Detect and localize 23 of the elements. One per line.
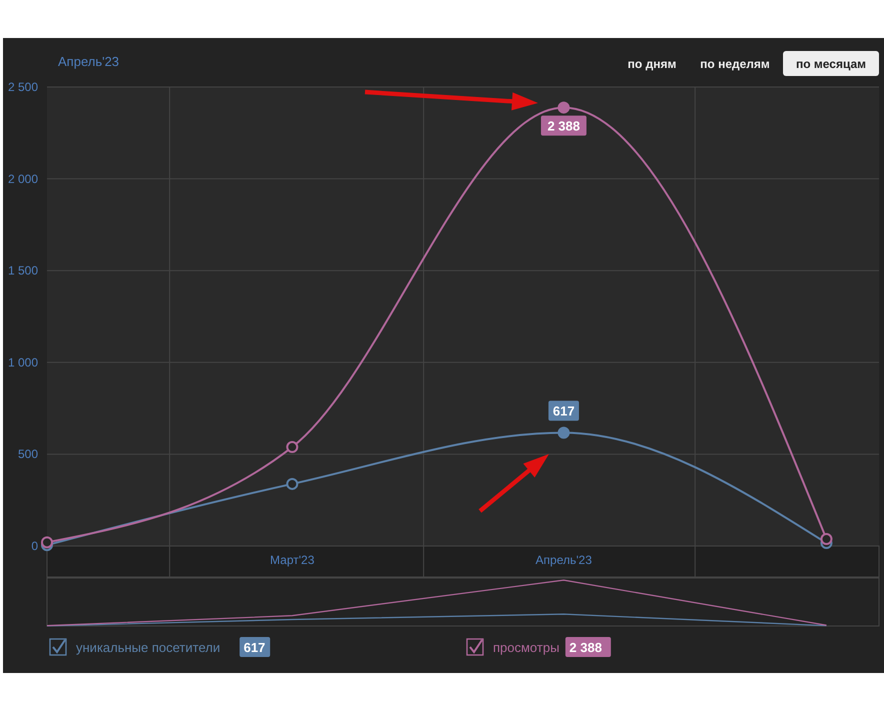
- y-tick-label: 1 500: [8, 264, 38, 278]
- point: [41, 536, 53, 548]
- text: по месяцам: [796, 57, 866, 71]
- legend-label: просмотры: [493, 640, 560, 655]
- y-tick-label: 1 000: [8, 355, 38, 370]
- point: [558, 102, 570, 114]
- y-tick-label: 2 500: [8, 80, 38, 94]
- text: 2 388: [569, 640, 602, 655]
- x-tick-label: Март'23: [270, 553, 315, 567]
- y-tick-label: 500: [18, 447, 38, 462]
- y-tick-label: 0: [31, 539, 38, 553]
- point: [286, 441, 298, 454]
- data-label: 617: [552, 404, 575, 419]
- point: [286, 478, 298, 490]
- data-label: 2 388: [547, 118, 580, 134]
- y-tick-label: 2 000: [8, 172, 38, 186]
- point: [820, 533, 832, 546]
- text: по неделям: [700, 57, 770, 71]
- legend-label: уникальные посетители: [76, 640, 220, 655]
- point: [558, 426, 570, 439]
- text: по дням: [628, 57, 676, 71]
- text: 617: [244, 640, 266, 655]
- chart-title: Апрель'23: [58, 54, 120, 69]
